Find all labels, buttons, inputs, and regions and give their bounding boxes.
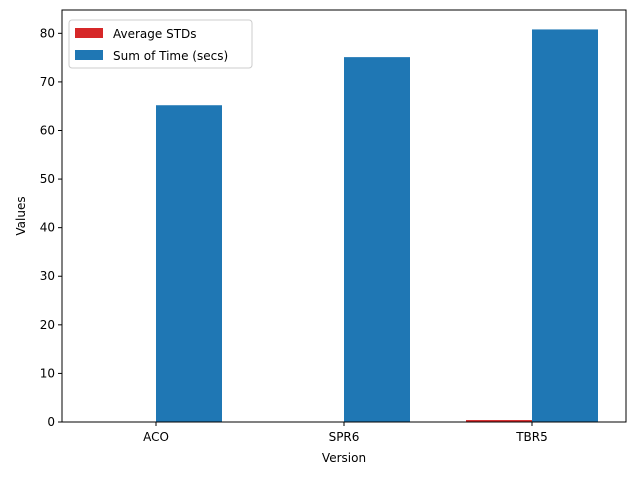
y-tick-label: 50 xyxy=(40,172,55,186)
y-tick-label: 10 xyxy=(40,366,55,380)
y-tick-label: 30 xyxy=(40,269,55,283)
x-tick-label: SPR6 xyxy=(329,430,360,444)
plot-frame xyxy=(61,9,627,423)
x-axis-label: Version xyxy=(322,451,366,465)
y-tick-label: 70 xyxy=(40,75,55,89)
bar-sum-of-time-secs-spr6 xyxy=(344,57,410,423)
bar-sum-of-time-secs-aco xyxy=(156,105,222,423)
bar-average-stds-tbr5 xyxy=(466,420,532,422)
bars-group xyxy=(90,29,598,423)
x-axis: ACO SPR6 TBR5 xyxy=(143,422,548,444)
legend-frame xyxy=(68,19,253,69)
legend-swatch-average-stds xyxy=(75,28,103,38)
bar-sum-of-time-secs-tbr5 xyxy=(532,29,598,423)
legend-label-average-stds: Average STDs xyxy=(113,27,197,41)
legend-swatch-sum-of-time xyxy=(75,50,103,60)
y-tick-label: 40 xyxy=(40,221,55,235)
y-tick-label: 60 xyxy=(40,123,55,137)
y-tick-label: 80 xyxy=(40,26,55,40)
x-tick-label: ACO xyxy=(143,430,169,444)
x-tick-label: TBR5 xyxy=(515,430,548,444)
legend-label-sum-of-time: Sum of Time (secs) xyxy=(113,49,228,63)
y-tick-label: 0 xyxy=(47,415,55,429)
y-axis-label: Values xyxy=(14,196,28,235)
y-axis: 0 10 20 30 40 50 60 70 80 xyxy=(40,26,62,429)
legend: Average STDs Sum of Time (secs) xyxy=(68,19,253,69)
y-tick-label: 20 xyxy=(40,318,55,332)
